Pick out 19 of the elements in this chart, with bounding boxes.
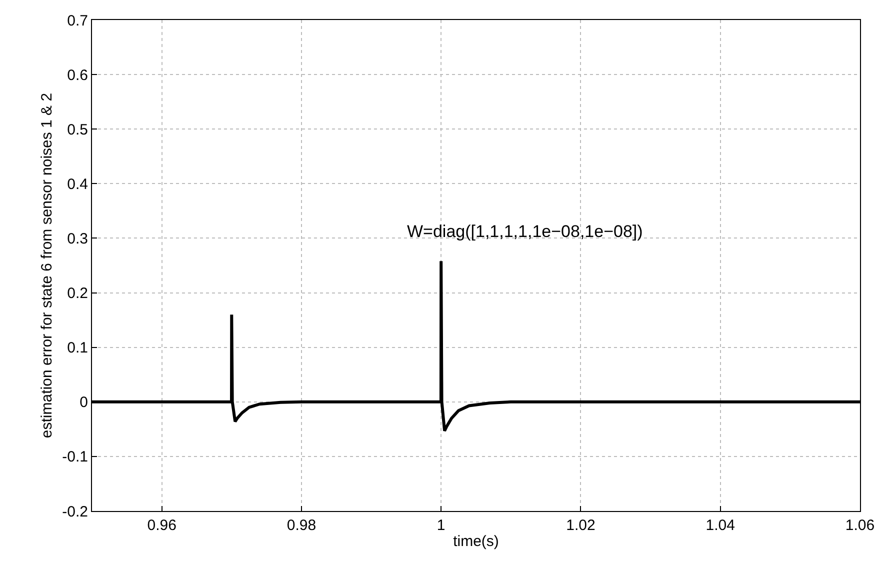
y-tick-label: 0.3	[67, 230, 88, 248]
y-tick-label: -0.2	[62, 503, 88, 520]
y-tick-label: 0.5	[67, 121, 88, 138]
x-tick-label: 0.96	[147, 517, 176, 534]
y-tick-label: 0	[80, 394, 88, 412]
y-axis-title: estimation error for state 6 from sensor noises 1 & 2	[38, 92, 56, 438]
y-tick-label: 0.1	[67, 340, 88, 357]
x-tick-label: 0.98	[286, 517, 316, 534]
x-tick-label: 1.06	[845, 517, 875, 534]
x-tick-label: 1	[436, 517, 446, 534]
y-tick-label: 0.7	[67, 12, 88, 30]
x-tick-label: 1.04	[706, 517, 735, 534]
annotation: W=diag([1,1,1,1,1e−08,1e−08])	[407, 222, 643, 241]
y-tick-label: 0.6	[67, 66, 88, 84]
y-tick-label: 0.2	[67, 285, 88, 302]
x-axis-title: time(s)	[453, 533, 499, 550]
y-tick-label: -0.1	[62, 448, 88, 466]
x-tick-label: 1.02	[566, 517, 596, 534]
y-tick-label: 0.4	[67, 176, 88, 193]
